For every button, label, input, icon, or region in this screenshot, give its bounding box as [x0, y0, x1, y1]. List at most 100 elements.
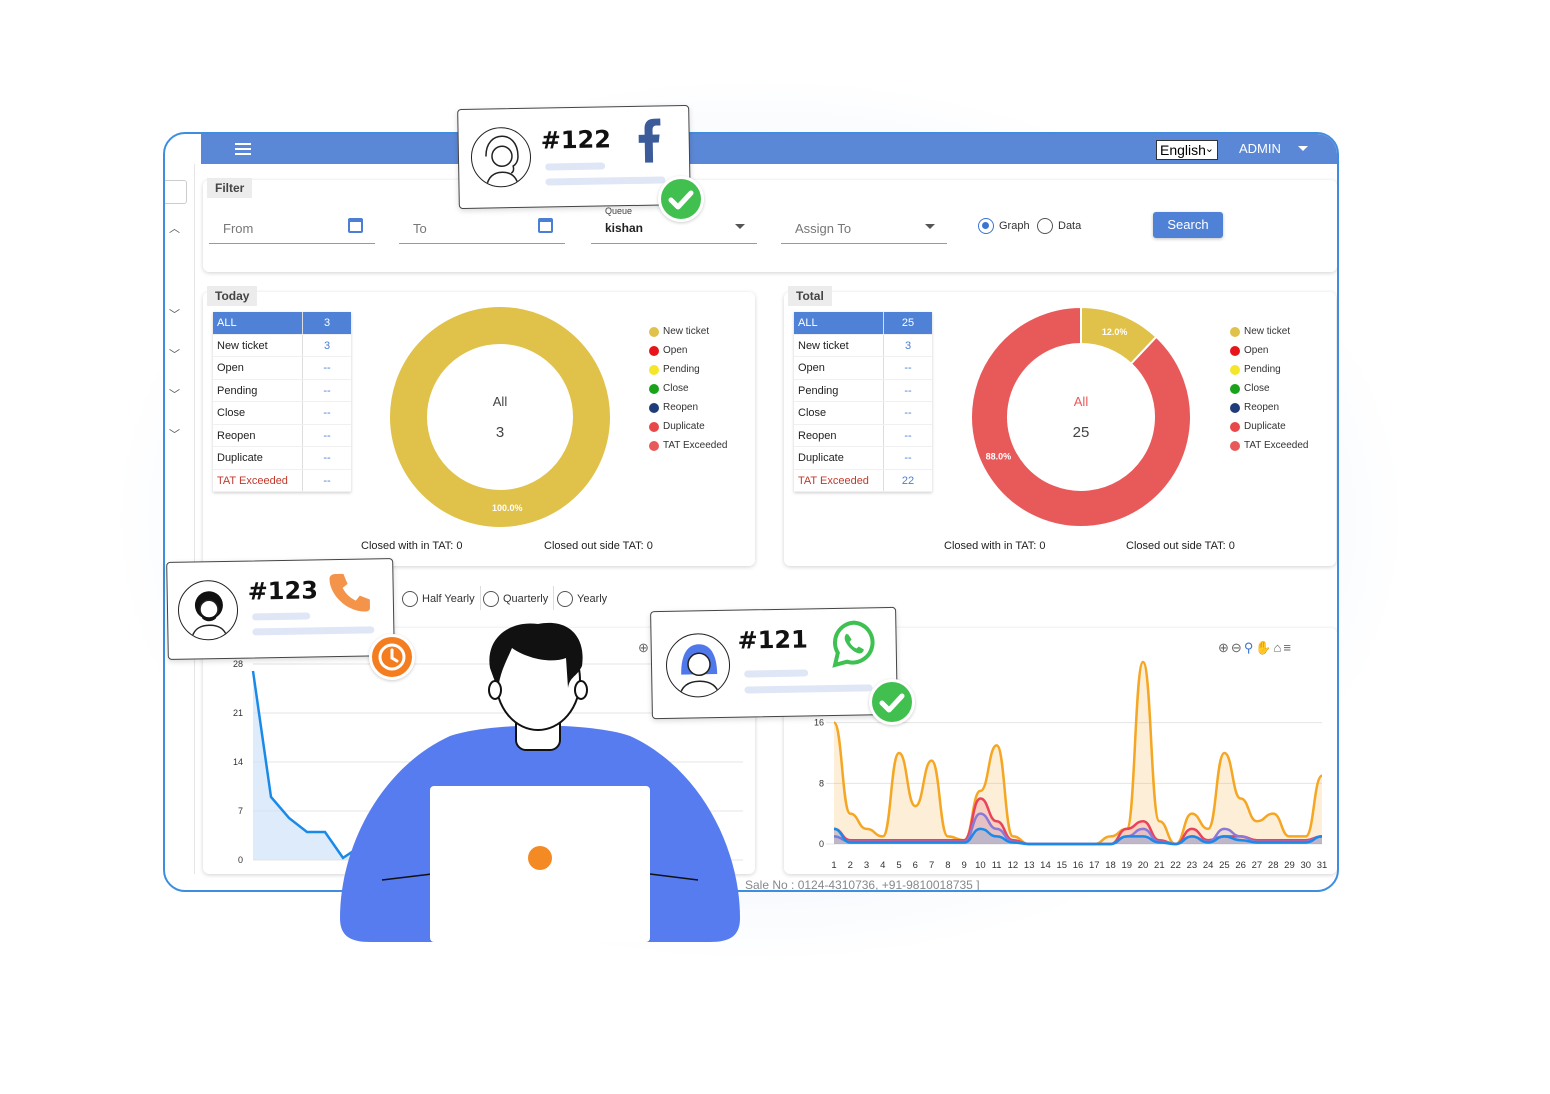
status-row[interactable]: Pending --	[213, 379, 351, 402]
caret-down-icon[interactable]	[1298, 146, 1308, 151]
closed-within-tat: Closed with in TAT: 0	[361, 540, 463, 552]
ticket-card-123[interactable]: #123	[166, 558, 395, 660]
ticket-number: #121	[737, 625, 809, 655]
slice-percent-label: 100.0%	[492, 503, 523, 513]
status-name: Close	[213, 402, 303, 424]
status-row[interactable]: ALL 3	[213, 312, 351, 335]
donut-slice[interactable]	[970, 305, 1192, 528]
divider	[553, 586, 554, 610]
status-row[interactable]: Close --	[213, 402, 351, 425]
status-row[interactable]: Reopen --	[213, 424, 351, 447]
top-nav-bar: English ⌄ ADMIN	[201, 134, 1337, 164]
status-row[interactable]: TAT Exceeded 22	[794, 469, 932, 492]
x-tick-label: 20	[1138, 860, 1149, 871]
ticket-card-121[interactable]: #121	[650, 606, 898, 720]
legend-item[interactable]: Pending	[649, 360, 727, 379]
legend-item[interactable]: Duplicate	[649, 417, 727, 436]
donut-slice[interactable]	[390, 307, 610, 527]
x-tick-label: 14	[1040, 860, 1051, 871]
caret-down-icon	[925, 224, 935, 229]
assign-to-label: Assign To	[795, 221, 852, 236]
status-row[interactable]: Open --	[213, 357, 351, 380]
to-date-field[interactable]: To	[399, 210, 565, 244]
status-name: ALL	[213, 312, 303, 334]
legend-item[interactable]: Open	[649, 341, 727, 360]
graph-radio[interactable]	[978, 218, 994, 234]
language-value: English	[1160, 142, 1206, 158]
status-row[interactable]: New ticket 3	[213, 334, 351, 357]
legend-label: TAT Exceeded	[1244, 440, 1309, 451]
x-tick-label: 29	[1284, 860, 1295, 871]
assign-to-select[interactable]: Assign To	[781, 210, 947, 244]
avatar-icon	[177, 579, 239, 641]
status-row[interactable]: Pending --	[794, 379, 932, 402]
from-date-field[interactable]: From	[209, 210, 375, 244]
x-tick-label: 12	[1008, 860, 1019, 871]
legend-item[interactable]: Duplicate	[1230, 417, 1308, 436]
yearly-radio[interactable]	[557, 591, 573, 607]
chevron-up-icon[interactable]: ︿	[169, 223, 180, 235]
menu-icon[interactable]: ≡	[1283, 640, 1293, 655]
placeholder-line	[545, 162, 606, 171]
status-count: --	[323, 362, 331, 374]
data-radio[interactable]	[1037, 218, 1053, 234]
chevron-down-icon[interactable]: ﹀	[169, 349, 180, 361]
search-button[interactable]: Search	[1153, 212, 1223, 238]
status-row[interactable]: New ticket 3	[794, 334, 932, 357]
status-count: --	[323, 474, 331, 487]
status-row[interactable]: Close --	[794, 402, 932, 425]
chevron-down-icon[interactable]: ﹀	[169, 389, 180, 401]
x-tick-label: 28	[1268, 860, 1279, 871]
legend-item[interactable]: Close	[649, 379, 727, 398]
calendar-icon[interactable]	[348, 218, 363, 233]
home-icon[interactable]: ⌂	[1273, 640, 1284, 655]
legend-item[interactable]: Pending	[1230, 360, 1308, 379]
language-select[interactable]: English ⌄	[1156, 140, 1218, 160]
zoom-out-icon[interactable]: ⊖	[1230, 640, 1244, 655]
chevron-down-icon[interactable]: ﹀	[169, 429, 180, 441]
zoom-in-icon[interactable]: ⊕	[638, 640, 649, 655]
legend-item[interactable]: New ticket	[1230, 322, 1308, 341]
half-yearly-radio[interactable]	[402, 591, 418, 607]
today-tag: Today	[207, 286, 258, 306]
status-row[interactable]: ALL 25	[794, 312, 932, 335]
series-line[interactable]	[833, 827, 1323, 846]
y-tick-label: 0	[238, 855, 243, 865]
legend-item[interactable]: Open	[1230, 341, 1308, 360]
user-menu[interactable]: ADMIN	[1239, 141, 1281, 156]
status-name: Open	[213, 357, 303, 379]
legend-item[interactable]: New ticket	[649, 322, 727, 341]
pan-hand-icon[interactable]: ✋	[1255, 640, 1274, 655]
queue-select[interactable]: Queue kishan	[591, 206, 757, 244]
status-row[interactable]: Duplicate --	[794, 447, 932, 470]
status-row[interactable]: TAT Exceeded --	[213, 469, 351, 492]
x-tick-label: 25	[1219, 860, 1230, 871]
zoom-in-icon[interactable]: ⊕	[1218, 640, 1231, 655]
calendar-icon[interactable]	[538, 218, 553, 233]
legend-item[interactable]: Close	[1230, 379, 1308, 398]
menu-icon[interactable]	[235, 143, 251, 155]
person-with-laptop-illustration	[340, 622, 740, 942]
x-tick-label: 18	[1105, 860, 1116, 871]
legend-item[interactable]: Reopen	[1230, 398, 1308, 417]
status-row[interactable]: Open --	[794, 357, 932, 380]
status-row[interactable]: Reopen --	[794, 424, 932, 447]
chevron-down-icon[interactable]: ﹀	[169, 309, 180, 321]
legend-item[interactable]: TAT Exceeded	[649, 436, 727, 455]
legend-label: Close	[663, 383, 689, 394]
legend-label: Reopen	[663, 402, 699, 413]
status-row[interactable]: Duplicate --	[213, 447, 351, 470]
clock-icon	[369, 634, 415, 680]
sidebar-search-input[interactable]	[165, 180, 187, 204]
ticket-card-122[interactable]: #122	[457, 104, 691, 210]
legend-item[interactable]: Reopen	[649, 398, 727, 417]
quarterly-radio[interactable]	[483, 591, 499, 607]
status-name: Open	[794, 357, 884, 379]
legend-item[interactable]: TAT Exceeded	[1230, 436, 1308, 455]
closed-outside-tat: Closed out side TAT: 0	[1126, 540, 1235, 552]
legend-dot	[1230, 421, 1240, 432]
status-count: --	[323, 384, 331, 397]
magnifier-icon[interactable]: ⚲	[1243, 640, 1256, 655]
x-tick-label: 1	[831, 860, 836, 871]
